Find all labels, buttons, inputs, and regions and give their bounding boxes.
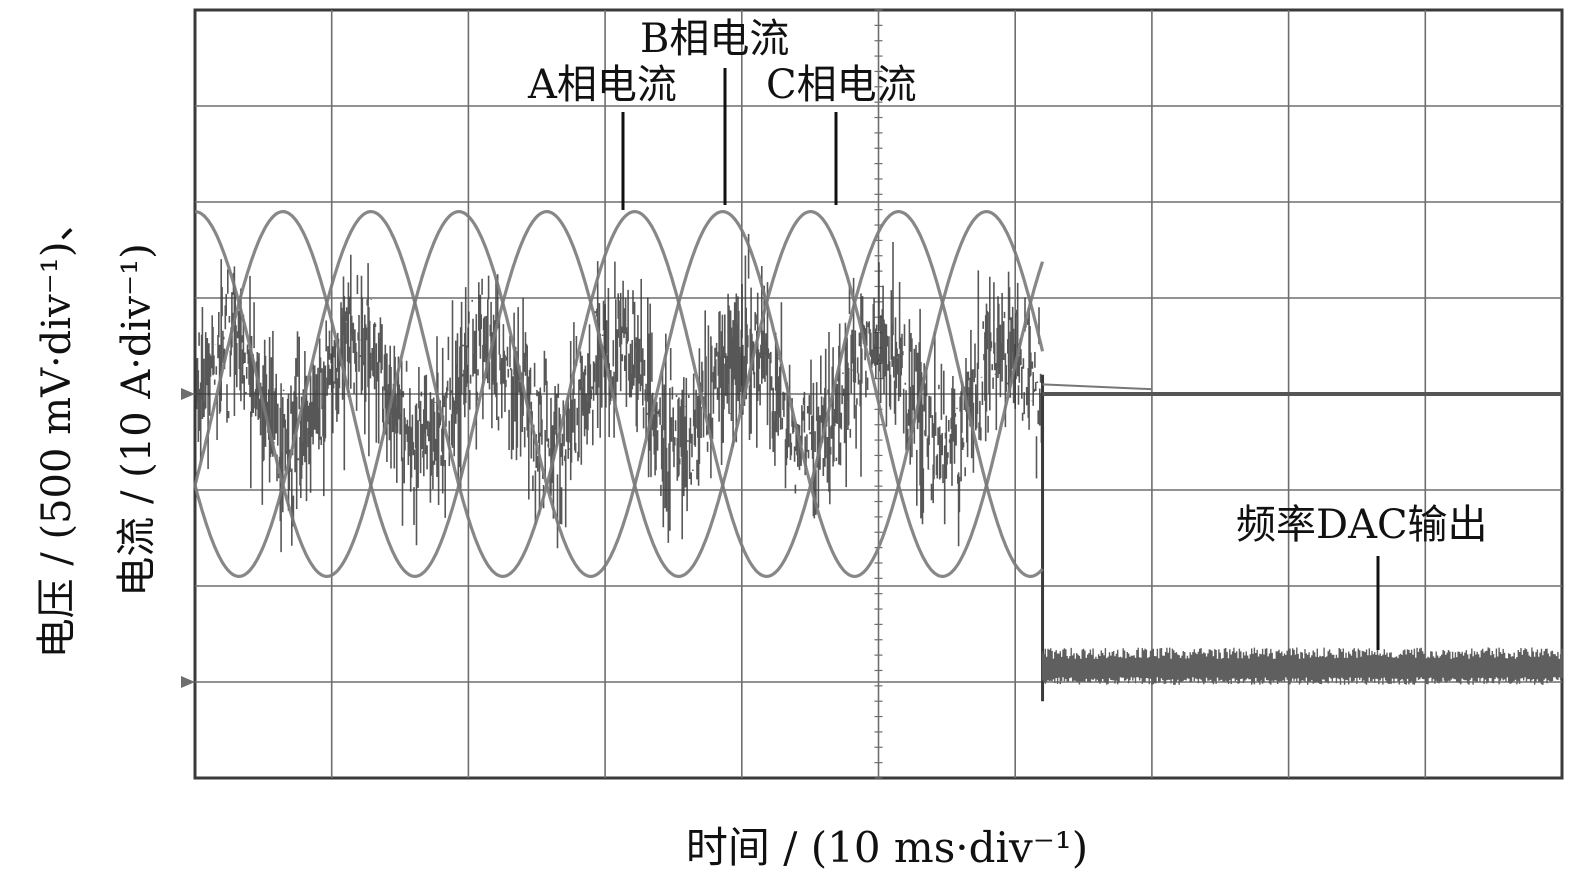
phase-current-trace-c	[193, 210, 1044, 579]
y-axis-label-line2: 电流 / (10 A·div⁻¹)	[114, 243, 160, 596]
channel-marker	[181, 676, 195, 688]
annotation-lines	[621, 68, 1380, 650]
series-label-dac: 频率DAC输出	[1236, 502, 1488, 548]
series-label-b: B相电流	[640, 16, 789, 62]
series-label-c: C相电流	[766, 62, 917, 108]
y-axis-label-line1: 电压 / (500 mV·div⁻¹)、	[34, 202, 80, 659]
phase-current-trace-a	[194, 209, 1045, 578]
series-label-a: A相电流	[527, 62, 677, 108]
channel-marker	[181, 388, 195, 400]
plot-grid	[181, 8, 1564, 780]
current-flat-ripple	[1042, 383, 1152, 391]
phase-current-trace-b	[193, 210, 1045, 579]
dac-noise-trace	[194, 233, 1044, 553]
x-axis-label: 时间 / (10 ms·div⁻¹)	[686, 823, 1088, 872]
dac-output-trace	[1041, 647, 1563, 685]
plot-traces	[193, 209, 1563, 702]
